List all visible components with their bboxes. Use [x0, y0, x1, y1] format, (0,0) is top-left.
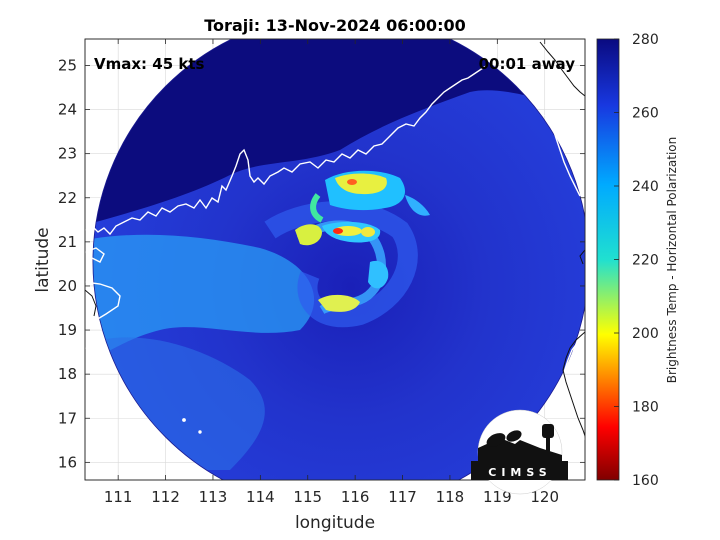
- x-tick-label: 112: [151, 488, 180, 506]
- convection-north-core: [335, 173, 387, 195]
- x-tick-label: 117: [388, 488, 417, 506]
- colorbar-ticks: 160 180 200 220 240 260 280: [614, 32, 659, 489]
- colorbar: 160 180 200 220 240 260 280 Brightness Temp - …: [596, 32, 679, 489]
- y-tick-label: 22: [58, 189, 77, 207]
- colorbar-label: Brightness Temp - Horizontal Polarizatio…: [665, 137, 679, 384]
- rainband-outer: [264, 201, 418, 328]
- x-tick-label: 118: [436, 488, 465, 506]
- satellite-dish-1-icon: [486, 433, 506, 447]
- cimss-logo: CIMSS: [471, 409, 568, 495]
- plot-frame: [84, 38, 586, 481]
- water-tower-leg-icon: [546, 438, 550, 460]
- convection-west: [295, 224, 322, 246]
- cold-arc-north: [310, 193, 324, 223]
- convection-east: [361, 227, 375, 237]
- y-tick-label: 18: [58, 365, 77, 383]
- y-tick-label: 24: [58, 101, 77, 119]
- y-tick-label: 16: [58, 453, 77, 471]
- convection-southeast: [368, 260, 389, 289]
- y-tick-label: 25: [58, 56, 77, 74]
- colorbar-tick-label: 180: [632, 400, 659, 416]
- water-tower-icon: [542, 424, 554, 438]
- logo-banner: [471, 461, 568, 480]
- coastlines: [85, 65, 585, 441]
- colorbar-tick-label: 200: [632, 326, 659, 342]
- coastline-taiwan: [544, 114, 581, 197]
- warm-ocean-region: [92, 234, 315, 360]
- x-tick-label: 113: [199, 488, 228, 506]
- chart-title: Toraji: 13-Nov-2024 06:00:00: [204, 16, 465, 35]
- x-tick-label: 116: [341, 488, 370, 506]
- colorbar-tick-label: 160: [632, 473, 659, 489]
- satellite-dish-2-icon: [506, 430, 522, 442]
- vmax-annotation: Vmax: 45 kts: [94, 55, 204, 73]
- convection-north-red: [347, 179, 357, 185]
- y-tick-label: 17: [58, 409, 77, 427]
- y-axis-label: latitude: [33, 227, 53, 292]
- land-dark-north: [92, 39, 585, 225]
- convection-center-red: [333, 228, 343, 234]
- convection-south: [318, 294, 360, 312]
- coastline-hainan-outside: [85, 289, 97, 317]
- logo-text: CIMSS: [488, 466, 551, 479]
- x-tick-label: 115: [293, 488, 322, 506]
- y-tick-label: 21: [58, 233, 77, 251]
- coastlines-outside: [85, 41, 585, 437]
- y-tick-label: 20: [58, 277, 77, 295]
- coastline-hainan-north: [85, 281, 121, 321]
- coastline-taiwan-outside: [539, 41, 585, 97]
- time-away-annotation: 00:01 away: [479, 55, 576, 73]
- colorbar-tick-label: 220: [632, 253, 659, 269]
- convection-nne: [405, 195, 430, 216]
- y-axis-ticks: 16 17 18 19 20 21 22 23 24 25: [58, 56, 585, 471]
- coastline-island-outside: [579, 249, 585, 265]
- colorbar-tick-label: 280: [632, 32, 659, 48]
- coastline-hainan-south: [85, 329, 99, 351]
- x-axis-label: longitude: [295, 513, 375, 533]
- swath-edge: [92, 39, 585, 480]
- island-small-2: [198, 430, 202, 434]
- x-tick-label: 120: [530, 488, 559, 506]
- island-small-1: [182, 418, 186, 422]
- colorbar-tick-label: 260: [632, 106, 659, 122]
- colorbar-tick-label: 240: [632, 179, 659, 195]
- x-axis-ticks: 111 112 113 114 115 116 117 118 119 120: [104, 39, 559, 506]
- coastline-philippines-outside: [562, 331, 585, 437]
- x-tick-label: 114: [246, 488, 275, 506]
- coastline-leizhou: [85, 247, 105, 263]
- coastline-south-china: [85, 65, 487, 236]
- coastline-luzon: [563, 334, 585, 441]
- x-tick-label: 119: [483, 488, 512, 506]
- y-tick-label: 23: [58, 145, 77, 163]
- convection-center-core: [334, 226, 362, 236]
- y-tick-label: 19: [58, 321, 77, 339]
- x-tick-label: 111: [104, 488, 133, 506]
